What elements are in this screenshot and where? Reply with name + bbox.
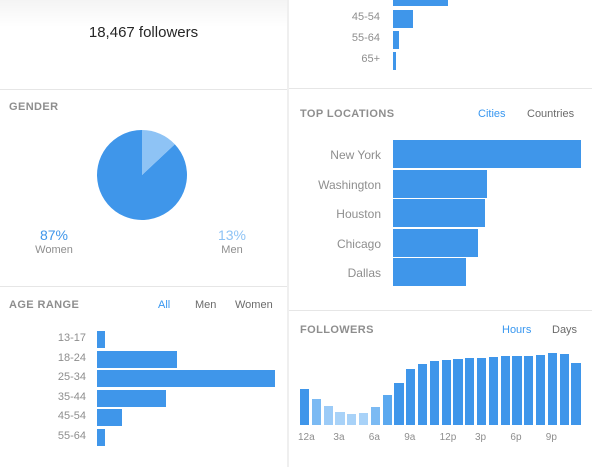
location-bar (393, 199, 486, 227)
age-label: 45-54 (351, 10, 380, 23)
hour-tick-label: 6p (510, 432, 522, 443)
hour-bar (300, 388, 310, 425)
hour-bar (488, 357, 499, 425)
followers-title: FOLLOWERS (300, 324, 374, 336)
hour-bar (359, 412, 369, 425)
hour-tick-label: 12a (298, 432, 315, 443)
divider (289, 88, 592, 89)
age-label: 65+ (361, 53, 380, 65)
followers-tab-days[interactable]: Days (552, 324, 578, 336)
age-bar (97, 389, 166, 407)
top-locations-title: TOP LOCATIONS (300, 108, 395, 120)
hour-bar (347, 414, 357, 425)
location-bar (393, 140, 581, 168)
hour-bar (429, 361, 440, 425)
location-label: Washington (318, 177, 381, 192)
hour-tick-label: 9a (404, 432, 416, 443)
panel-gap (287, 0, 289, 467)
locations-tab-countries[interactable]: Countries (527, 108, 575, 120)
hour-tick-label: 3a (333, 432, 345, 443)
hour-tick-label: 6a (368, 432, 380, 443)
location-bar (393, 228, 478, 257)
age-label: 55-64 (57, 430, 86, 442)
location-label: New York (330, 148, 381, 162)
age-bar (393, 30, 400, 49)
location-bar (393, 258, 467, 286)
location-label: Dallas (347, 266, 381, 280)
hour-bar (571, 362, 581, 425)
divider (289, 310, 592, 311)
hour-bar (382, 394, 392, 425)
hour-bar (465, 358, 475, 425)
age-label: 18-24 (57, 351, 86, 364)
age-bar (393, 0, 448, 7)
age-bar (97, 331, 105, 348)
followers-header: 18,467 followers (0, 0, 287, 90)
hour-bar (370, 407, 381, 425)
men-label: Men (221, 244, 243, 256)
hour-tick-label: 9p (545, 432, 557, 443)
pie-slice-men (142, 130, 175, 175)
age-range-title: AGE RANGE (9, 299, 80, 311)
followers-count: 18,467 followers (88, 24, 199, 41)
hour-bar (406, 369, 416, 425)
locations-tab-cities[interactable]: Cities (478, 108, 506, 120)
hour-bar (323, 405, 333, 425)
age-label: 55-64 (351, 31, 380, 44)
men-percent: 13% (217, 227, 247, 243)
hour-bar (418, 363, 428, 425)
age-tab-all[interactable]: All (158, 299, 171, 311)
age-label: 25-34 (57, 371, 86, 384)
age-label: 45-54 (57, 410, 86, 423)
age-bar (393, 9, 413, 28)
hour-bar (441, 359, 451, 425)
location-label: Houston (336, 207, 381, 221)
hour-bar (394, 383, 404, 425)
hour-bar (453, 359, 463, 425)
hour-tick-label: 3p (475, 432, 487, 443)
age-bar (393, 52, 397, 70)
hour-bar (524, 356, 534, 425)
age-label: 35-44 (57, 390, 86, 403)
location-label: Chicago (336, 236, 381, 251)
men-stat: 13% Men (202, 227, 262, 256)
women-stat: 87% Women (24, 227, 84, 256)
age-bar (97, 429, 105, 446)
age-bar (97, 350, 178, 368)
age-label: 35-44 (319, 0, 380, 1)
women-label: Women (35, 244, 73, 256)
hour-bar (477, 357, 487, 425)
age-bar (97, 370, 275, 388)
hour-bar (335, 411, 345, 425)
hour-bar (536, 355, 546, 425)
hour-bar (311, 398, 322, 425)
gender-title: GENDER (9, 101, 59, 113)
hour-tick-label: 12p (439, 432, 457, 443)
followers-tab-hours[interactable]: Hours (502, 324, 532, 336)
divider (0, 89, 287, 90)
age-tab-men[interactable]: Men (195, 299, 217, 311)
hour-bar (547, 353, 558, 425)
hour-bar (500, 356, 510, 425)
divider (0, 286, 287, 287)
hour-bar (512, 356, 522, 425)
age-bar (97, 409, 122, 427)
gender-pie-chart (97, 130, 187, 220)
age-tab-women[interactable]: Women (235, 299, 273, 311)
women-percent: 87% (39, 227, 69, 243)
left-panel: 18,467 followers GENDER 87% Women 13% Me… (0, 0, 287, 467)
age-label: 13-17 (57, 332, 86, 344)
location-bar (393, 169, 487, 198)
hour-bar (559, 353, 569, 425)
